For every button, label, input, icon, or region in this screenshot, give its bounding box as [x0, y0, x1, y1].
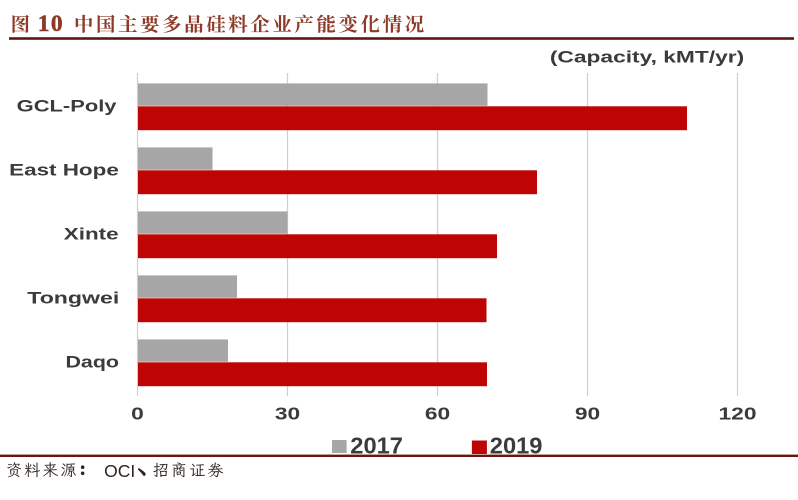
- svg-text:2017: 2017: [350, 433, 403, 459]
- svg-text:10: 10: [38, 11, 64, 37]
- svg-text:East Hope: East Hope: [9, 161, 119, 180]
- svg-text:0: 0: [131, 405, 144, 424]
- svg-text:Daqo: Daqo: [65, 353, 119, 371]
- svg-text:30: 30: [275, 405, 300, 424]
- svg-text:90: 90: [575, 405, 600, 424]
- svg-text:120: 120: [719, 405, 757, 424]
- svg-text:Xinte: Xinte: [64, 225, 119, 244]
- svg-text:OCI: OCI: [104, 461, 135, 481]
- svg-text:60: 60: [425, 405, 450, 424]
- svg-text:GCL-Poly: GCL-Poly: [17, 97, 117, 116]
- svg-text:Tongwei: Tongwei: [27, 289, 119, 307]
- svg-text:2019: 2019: [490, 433, 543, 459]
- svg-text:(Capacity, kMT/yr): (Capacity, kMT/yr): [550, 48, 744, 67]
